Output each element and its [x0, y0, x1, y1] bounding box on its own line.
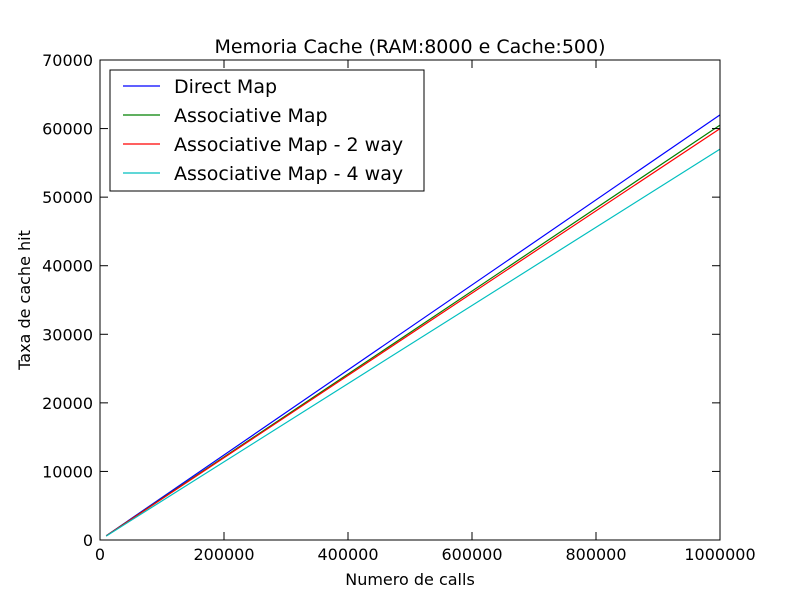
x-tick-label: 1000000	[684, 545, 755, 564]
legend-label-2: Associative Map	[174, 105, 328, 127]
series-line-1	[105, 114, 721, 537]
y-tick-label: 60000	[42, 120, 93, 139]
plot-layer	[105, 114, 721, 537]
plot-frame	[99, 59, 721, 541]
y-tick-label: 40000	[42, 257, 93, 276]
x-tick-label: 600000	[441, 545, 502, 564]
y-tick-label: 30000	[42, 325, 93, 344]
legend-label-1: Direct Map	[174, 76, 277, 98]
y-tick-label: 10000	[42, 462, 93, 481]
chart-title: Memoria Cache (RAM:8000 e Cache:500)	[214, 36, 605, 58]
series-line-3	[105, 128, 721, 537]
legend-label-3: Associative Map - 2 way	[174, 134, 403, 156]
legend-label-4: Associative Map - 4 way	[174, 163, 403, 185]
y-tick-label: 0	[83, 531, 93, 550]
x-tick-label: 800000	[565, 545, 626, 564]
y-tick-label: 50000	[42, 188, 93, 207]
legend: Direct Map Associative Map Associative Map…	[109, 69, 425, 192]
y-tick-label: 70000	[42, 51, 93, 70]
legend-box	[109, 69, 425, 192]
x-tick-label: 0	[95, 545, 105, 564]
x-tick-label: 200000	[193, 545, 254, 564]
y-tick-label: 20000	[42, 394, 93, 413]
axis-ticks: 0 200000 400000 600000 800000 1000000 0 10000 20…	[42, 51, 756, 564]
series-line-4	[105, 148, 721, 537]
x-axis-label: Numero de calls	[345, 570, 475, 589]
x-tick-label: 400000	[317, 545, 378, 564]
y-axis-label: Taxa de cache hit	[15, 230, 34, 371]
